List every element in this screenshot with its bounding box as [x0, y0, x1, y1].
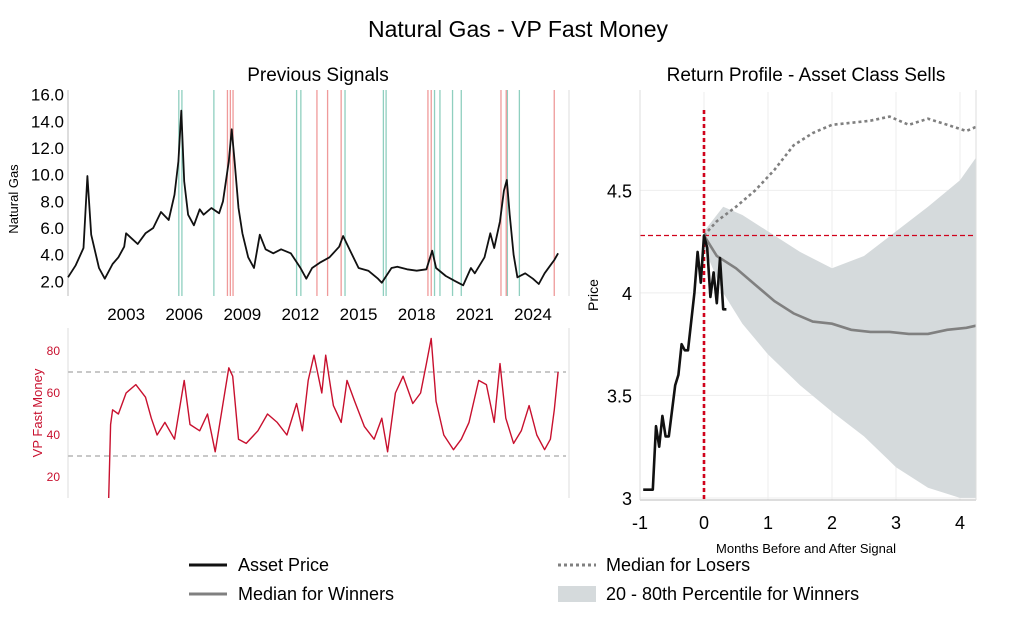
return-x-tick-label: 3 — [891, 513, 901, 533]
return-y-tick-label: 3.5 — [607, 386, 632, 406]
median-losers-line — [703, 115, 977, 237]
indicator-thresholds — [68, 371, 566, 457]
price-y-tick-label: 16.0 — [31, 86, 64, 105]
return-x-tick-label: -1 — [632, 513, 648, 533]
return-y-tick-label: 4 — [622, 284, 632, 304]
return-x-tick-label: 2 — [827, 513, 837, 533]
return-x-axis-label: Months Before and After Signal — [716, 541, 896, 556]
price-y-tick-label: 10.0 — [31, 166, 64, 185]
legend-median-winners-label: Median for Winners — [238, 584, 394, 604]
indicator-y-tick-label: 80 — [47, 344, 61, 358]
price-x-tick-label: 2003 — [107, 305, 145, 324]
price-y-tick-label: 14.0 — [31, 112, 64, 131]
price-x-tick-label: 2015 — [340, 305, 378, 324]
price-y-tick-label: 12.0 — [31, 139, 64, 158]
price-panel: Previous Signals 16.0 14.0 12.0 10.0 8.0 6.0 4… — [6, 65, 570, 324]
price-panel-title: Previous Signals — [247, 65, 389, 86]
legend-band: 20 - 80th Percentile for Winners — [558, 584, 859, 604]
price-x-ticks: 2003 2006 2009 2012 2015 2018 2021 2024 — [107, 305, 552, 324]
return-y-tick-label: 4.5 — [607, 181, 632, 201]
price-x-tick-label: 2006 — [165, 305, 203, 324]
return-profile-panel: Return Profile - Asset Class Sells 4.5 4 3… — [585, 65, 977, 556]
indicator-y-tick-label: 60 — [47, 386, 61, 400]
return-x-tick-label: 1 — [763, 513, 773, 533]
legend-band-swatch — [558, 586, 596, 602]
price-y-ticks: 16.0 14.0 12.0 10.0 8.0 6.0 4.0 2.0 — [31, 86, 64, 292]
return-y-axis-label: Price — [585, 279, 601, 311]
price-line — [67, 109, 559, 287]
price-x-tick-label: 2021 — [456, 305, 494, 324]
return-x-ticks: -1 0 1 2 3 4 — [632, 513, 965, 533]
legend-band-label: 20 - 80th Percentile for Winners — [606, 584, 859, 604]
legend-median-winners: Median for Winners — [189, 584, 394, 604]
price-y-tick-label: 2.0 — [40, 272, 64, 291]
price-y-tick-label: 6.0 — [40, 219, 64, 238]
legend: Asset Price Median for Winners Median fo… — [189, 555, 859, 604]
asset-price-line — [643, 234, 727, 491]
legend-asset-price-label: Asset Price — [238, 555, 329, 575]
figure-title: Natural Gas - VP Fast Money — [368, 16, 668, 42]
indicator-line — [108, 337, 559, 499]
legend-median-losers-label: Median for Losers — [606, 555, 750, 575]
return-x-tick-label: 0 — [699, 513, 709, 533]
price-x-tick-label: 2009 — [223, 305, 261, 324]
median-winners-line — [702, 234, 977, 336]
legend-median-losers: Median for Losers — [558, 555, 750, 575]
indicator-y-ticks: 80 60 40 20 — [47, 344, 61, 484]
indicator-y-tick-label: 40 — [47, 428, 61, 442]
return-y-ticks: 4.5 4 3.5 3 — [607, 181, 632, 509]
return-y-tick-label: 3 — [622, 489, 632, 509]
price-y-axis-label: Natural Gas — [6, 164, 21, 234]
price-y-tick-label: 4.0 — [40, 246, 64, 265]
legend-asset-price: Asset Price — [189, 555, 329, 575]
indicator-y-tick-label: 20 — [47, 470, 61, 484]
return-profile-title: Return Profile - Asset Class Sells — [667, 65, 946, 86]
price-x-tick-label: 2018 — [398, 305, 436, 324]
price-y-tick-label: 8.0 — [40, 192, 64, 211]
price-x-tick-label: 2024 — [514, 305, 552, 324]
indicator-y-axis-label: VP Fast Money — [30, 368, 45, 457]
price-signal-lines — [178, 90, 555, 296]
indicator-panel: 80 60 40 20 VP Fast Money — [30, 328, 570, 499]
winners-percentile-band — [704, 157, 976, 498]
return-x-tick-label: 4 — [955, 513, 965, 533]
price-x-tick-label: 2012 — [282, 305, 320, 324]
